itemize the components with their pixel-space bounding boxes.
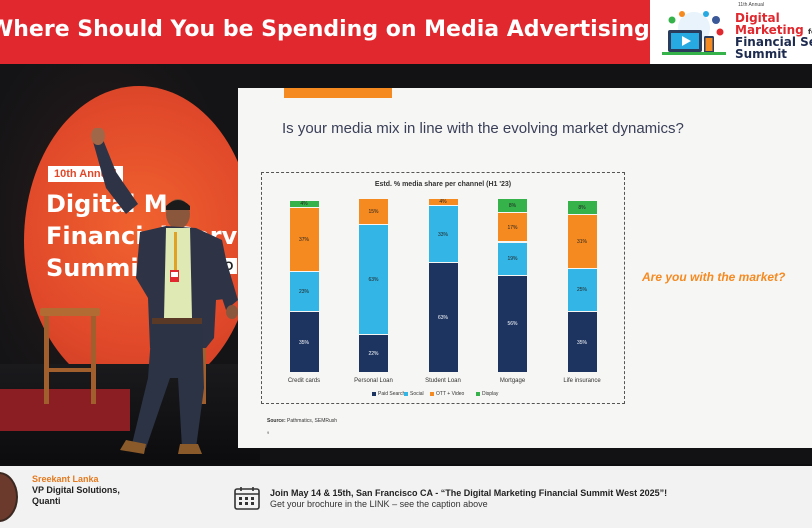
bar-segment: 37% xyxy=(289,207,319,272)
bar-segment: 8% xyxy=(567,200,597,214)
legend-item: Display xyxy=(476,391,498,397)
bar-value-label: 35% xyxy=(576,339,587,346)
source-text: Pathmatics, SEMRush xyxy=(287,418,338,424)
logo-marketing-text: Marketing xyxy=(735,23,804,37)
bar-value-label: 35% xyxy=(298,339,309,346)
speaker-avatar xyxy=(0,472,18,522)
legend-swatch xyxy=(372,391,376,396)
bar-value-label: 37% xyxy=(298,236,309,243)
legend-item: Paid Search xyxy=(372,391,405,397)
bar-segment: 63% xyxy=(428,263,458,372)
speaker-role: VP Digital Solutions, xyxy=(32,485,120,495)
sign-line-3: Summit xyxy=(46,254,151,282)
chart-title: Estd. % media share per channel (H1 '23) xyxy=(374,181,512,188)
category-label: Personal Loan xyxy=(354,378,393,384)
source-label: Source: xyxy=(267,418,286,424)
bar-value-label: 31% xyxy=(576,238,587,245)
bar-segment: 4% xyxy=(289,200,319,208)
bar-value-label: 63% xyxy=(368,276,379,283)
speaker-figure xyxy=(91,128,238,454)
bar-segment: 35% xyxy=(567,312,597,372)
bar-segment: 15% xyxy=(359,199,388,225)
lower-third: Sreekant Lanka VP Digital Solutions, Qua… xyxy=(0,466,812,528)
bar-segment: 23% xyxy=(289,272,319,312)
legend-item: OTT + Video xyxy=(430,391,464,397)
category-label: Mortgage xyxy=(499,378,526,384)
legend-label: Display xyxy=(482,391,499,397)
legend-label: Paid Search xyxy=(378,391,406,397)
promo-headline: Join May 14 & 15th, San Francisco CA - “… xyxy=(270,488,668,498)
bar-value-label: 25% xyxy=(576,287,587,294)
bar-segment: 17% xyxy=(498,212,527,242)
stage-rug xyxy=(0,389,130,431)
legend-label: Social xyxy=(410,391,424,397)
bar-value-label: 63% xyxy=(437,315,448,322)
speaker-name: Sreekant Lanka xyxy=(32,474,99,484)
bar-segment: 35% xyxy=(289,312,319,372)
bar-value-label: 8% xyxy=(508,202,517,209)
bar-value-label: 15% xyxy=(368,209,379,216)
summit-logo xyxy=(650,0,812,64)
bar-value-label: 4% xyxy=(300,201,308,208)
bar-value-label: 56% xyxy=(507,321,518,328)
slide-question: Is your media mix in line with the evolv… xyxy=(282,120,684,137)
legend-label: OTT + Video xyxy=(436,391,465,397)
legend-swatch xyxy=(404,391,408,396)
bar-segment: 56% xyxy=(498,275,527,372)
bar-segment: 8% xyxy=(498,199,527,212)
logo-line-financial: Financial Services xyxy=(735,35,812,49)
promo-subline: Get your brochure in the LINK – see the … xyxy=(270,499,488,509)
bar-value-label: 22% xyxy=(368,350,379,357)
bar-segment: 4% xyxy=(428,199,458,206)
legend-swatch xyxy=(430,391,434,396)
calendar-icon xyxy=(234,487,260,510)
logo-line-digital: Digital xyxy=(735,11,780,25)
media-share-chart: Estd. % media share per channel (H1 '23)… xyxy=(261,172,625,404)
logo-annual-badge: 11th Annual xyxy=(738,2,765,8)
legend-swatch xyxy=(476,391,480,396)
speaker-company: Quanti xyxy=(32,496,61,506)
category-label: Life insurance xyxy=(563,378,601,384)
logo-line-summit: Summit xyxy=(735,47,788,61)
bar-value-label: 19% xyxy=(507,256,518,263)
slide-source: Source: Pathmatics, SEMRush xyxy=(267,418,337,424)
bar-value-label: 33% xyxy=(437,231,448,238)
bar-value-label: 8% xyxy=(578,204,586,211)
digital-devices-icon xyxy=(662,11,726,55)
legend-item: Social xyxy=(404,391,424,397)
bar-value-label: 17% xyxy=(507,224,518,231)
category-label: Credit cards xyxy=(287,378,321,384)
bar-segment: 19% xyxy=(498,242,527,275)
logo-for-text: for xyxy=(807,28,812,36)
banner-title: Where Should You be Spending on Media Ad… xyxy=(0,17,650,42)
sign-line-1: Digital M xyxy=(46,190,168,218)
bar-segment: 31% xyxy=(567,214,597,268)
slide-page-number: 9 xyxy=(267,430,270,435)
slide-accent-bar xyxy=(284,88,392,98)
title-banner: Where Should You be Spending on Media Ad… xyxy=(0,0,650,64)
cta-text: Are you with the market? xyxy=(642,270,786,284)
presentation-slide: Is your media mix in line with the evolv… xyxy=(238,88,812,448)
bar-segment: 25% xyxy=(567,268,597,312)
logo-line-marketing: Marketing for xyxy=(735,23,812,37)
bar-segment: 33% xyxy=(428,205,458,263)
bar-value-label: 4% xyxy=(439,199,447,206)
bar-value-label: 23% xyxy=(298,289,309,296)
chart-legend: Paid Search Social OTT + Video Display xyxy=(372,391,532,401)
bar-segment: 63% xyxy=(359,225,388,334)
bar-segment: 22% xyxy=(359,334,388,372)
category-label: Student Loan xyxy=(425,378,461,384)
